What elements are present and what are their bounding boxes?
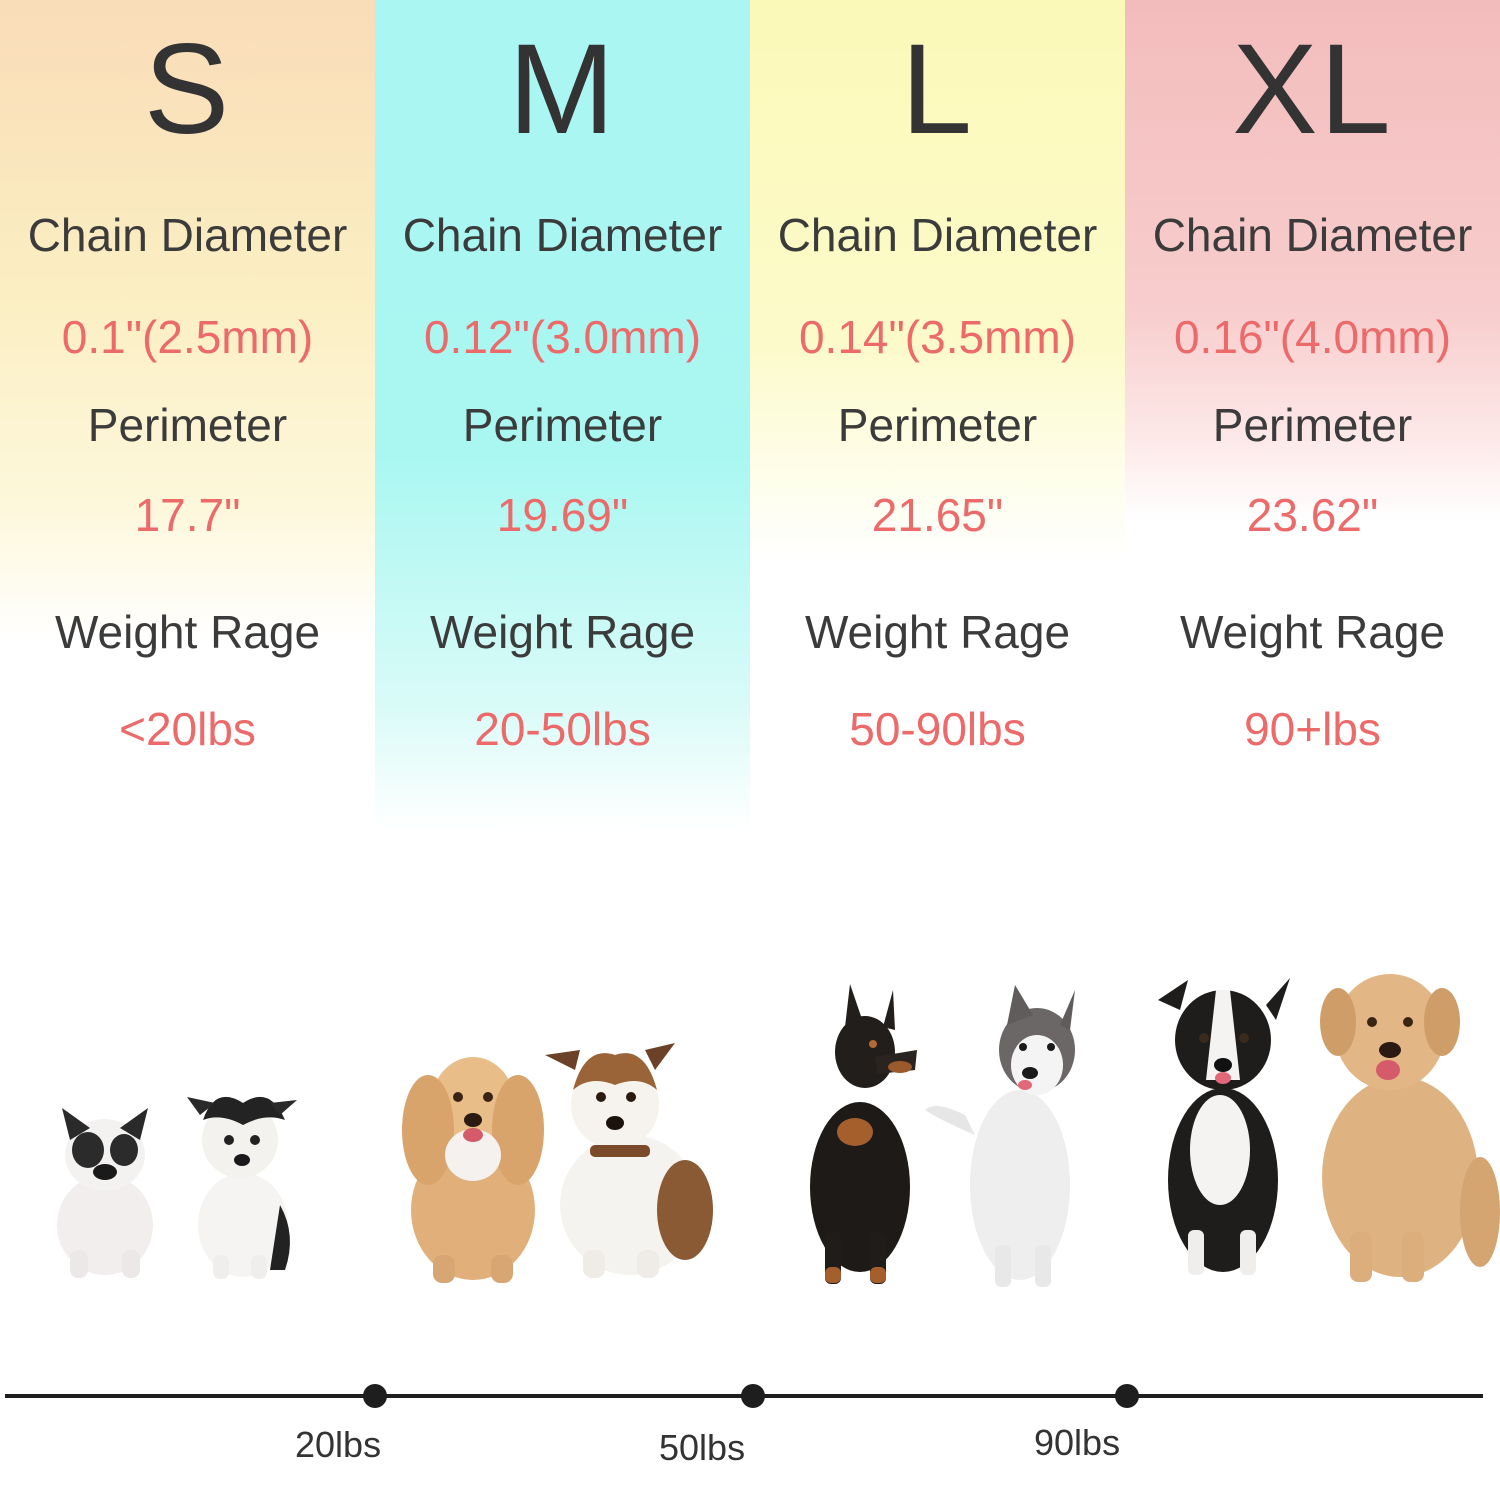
terrier-puppy-image [185, 1085, 300, 1280]
scale-marker-50lbs [741, 1384, 765, 1408]
size-letter: M [508, 18, 617, 161]
border-collie-image [1158, 970, 1293, 1280]
perimeter-value: 21.65" [871, 489, 1004, 541]
chain-diameter-label: Chain Diameter [402, 209, 723, 261]
scale-label-20lbs: 20lbs [295, 1424, 382, 1465]
weight-range-value: 20-50lbs [474, 703, 651, 755]
perimeter-value: 23.62" [1246, 489, 1379, 541]
chain-diameter-value: 0.12"(3.0mm) [423, 311, 702, 363]
chain-diameter-value: 0.14"(3.5mm) [798, 311, 1077, 363]
weight-range-label: Weight Rage [429, 606, 696, 658]
size-letter: L [900, 18, 975, 161]
chain-diameter-label: Chain Diameter [777, 209, 1098, 261]
weight-range-value: 50-90lbs [849, 703, 1026, 755]
size-column-m: M Chain Diameter 0.12"(3.0mm) Perimeter … [375, 0, 750, 830]
weight-range-value: <20lbs [119, 703, 256, 755]
jack-russell-image [545, 1035, 715, 1280]
weight-range-label: Weight Rage [1179, 606, 1446, 658]
weight-range-value: 90+lbs [1244, 703, 1381, 755]
scale-label-90lbs: 90lbs [1034, 1422, 1121, 1463]
size-letter: S [143, 18, 232, 161]
weight-range-label: Weight Rage [54, 606, 321, 658]
french-bulldog-image [40, 1100, 170, 1280]
husky-image [925, 985, 1085, 1290]
size-column-xl: XL Chain Diameter 0.16"(4.0mm) Perimeter… [1125, 0, 1500, 755]
chain-diameter-value: 0.16"(4.0mm) [1173, 311, 1452, 363]
scale-marker-90lbs [1115, 1384, 1139, 1408]
labrador-image [1310, 962, 1500, 1287]
scale-label-50lbs: 50lbs [659, 1427, 746, 1468]
cocker-spaniel-image [398, 1035, 548, 1285]
size-column-l: L Chain Diameter 0.14"(3.5mm) Perimeter … [750, 0, 1125, 755]
perimeter-label: Perimeter [837, 399, 1038, 451]
weight-range-label: Weight Rage [804, 606, 1071, 658]
scale-marker-20lbs [363, 1384, 387, 1408]
chain-diameter-label: Chain Diameter [1152, 209, 1473, 261]
size-letter: XL [1232, 18, 1393, 161]
chain-diameter-label: Chain Diameter [27, 209, 348, 261]
size-column-s: S Chain Diameter 0.1"(2.5mm) Perimeter 1… [0, 0, 375, 755]
perimeter-label: Perimeter [87, 399, 288, 451]
perimeter-label: Perimeter [1212, 399, 1413, 451]
perimeter-value: 19.69" [496, 489, 629, 541]
perimeter-label: Perimeter [462, 399, 663, 451]
doberman-image [805, 982, 925, 1287]
perimeter-value: 17.7" [134, 489, 241, 541]
chain-diameter-value: 0.1"(2.5mm) [61, 311, 314, 363]
